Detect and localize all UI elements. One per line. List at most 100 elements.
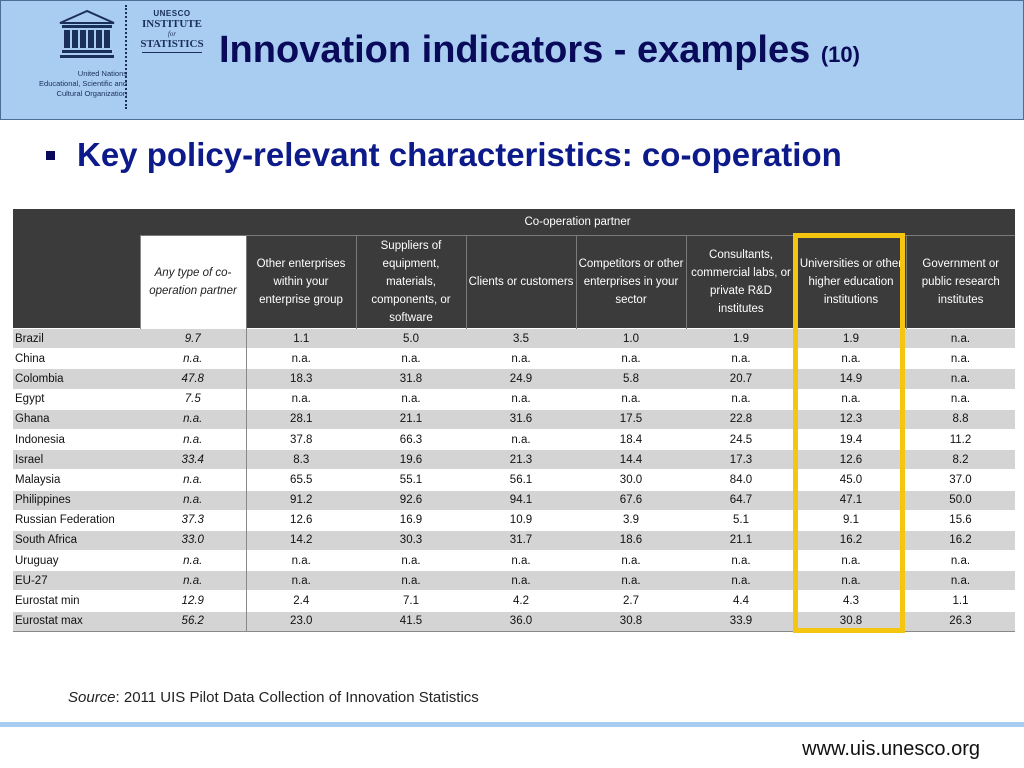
value-cell: 10.9 xyxy=(466,509,576,531)
org-line: Educational, Scientific and xyxy=(39,79,127,88)
value-cell: 31.7 xyxy=(466,529,576,551)
column-header: Government or public research institutes xyxy=(905,235,1015,329)
value-cell: 45.0 xyxy=(796,469,906,490)
value-cell: 30.8 xyxy=(796,610,906,632)
value-cell: 7.5 xyxy=(140,388,247,410)
value-cell: n.a. xyxy=(906,348,1015,369)
slide-header: United Nations Educational, Scientific a… xyxy=(0,0,1024,120)
value-cell: 1.1 xyxy=(246,327,356,349)
value-cell: 91.2 xyxy=(246,489,356,511)
country-cell: Eurostat min xyxy=(13,590,140,612)
table-row: Egypt 7.5 n.a. n.a. n.a. n.a. n.a. n.a. n.a. xyxy=(13,388,1015,410)
country-cell: Brazil xyxy=(13,327,140,349)
source-note: Source: 2011 UIS Pilot Data Collection o… xyxy=(68,689,479,706)
country-cell: China xyxy=(13,348,140,369)
value-cell: n.a. xyxy=(796,550,906,571)
value-cell: 18.6 xyxy=(576,529,686,551)
uis-logo: UNESCO INSTITUTE for STATISTICS xyxy=(137,9,207,53)
value-cell: 94.1 xyxy=(466,489,576,511)
value-cell: 66.3 xyxy=(356,428,466,450)
value-cell: n.a. xyxy=(576,388,686,410)
uis-logo-line: STATISTICS xyxy=(140,38,204,50)
value-cell: 21.1 xyxy=(686,529,796,551)
uis-logo-rule xyxy=(142,52,202,53)
value-cell: 16.2 xyxy=(906,529,1015,551)
group-header: Co-operation partner xyxy=(140,209,1015,236)
value-cell: 12.3 xyxy=(796,408,906,430)
table-body: Brazil 9.7 1.1 5.0 3.5 1.0 1.9 1.9 n.a. China n.a.… xyxy=(13,327,1015,632)
column-header: Consultants, commercial labs, or private… xyxy=(685,235,796,329)
source-text: : 2011 UIS Pilot Data Collection of Inno… xyxy=(115,689,479,706)
value-cell: 47.8 xyxy=(140,368,247,390)
value-cell: 2.4 xyxy=(246,590,356,612)
value-cell: 14.2 xyxy=(246,529,356,551)
value-cell: n.a. xyxy=(466,570,576,591)
value-cell: 2.7 xyxy=(576,590,686,612)
value-cell: 4.3 xyxy=(796,590,906,612)
country-cell: South Africa xyxy=(13,529,140,551)
country-cell: EU-27 xyxy=(13,570,140,591)
org-line: Cultural Organization xyxy=(56,89,127,98)
country-cell: Malaysia xyxy=(13,469,140,490)
value-cell: 56.1 xyxy=(466,469,576,490)
table-row: Malaysia n.a. 65.5 55.1 56.1 30.0 84.0 45.0 37.0 xyxy=(13,469,1015,490)
value-cell: 55.1 xyxy=(356,469,466,490)
value-cell: 8.2 xyxy=(906,449,1015,470)
value-cell: 18.4 xyxy=(576,428,686,450)
value-cell: 8.8 xyxy=(906,408,1015,430)
value-cell: n.a. xyxy=(140,469,247,490)
value-cell: 17.5 xyxy=(576,408,686,430)
value-cell: 30.3 xyxy=(356,529,466,551)
value-cell: n.a. xyxy=(796,348,906,369)
value-cell: n.a. xyxy=(906,550,1015,571)
value-cell: 19.6 xyxy=(356,449,466,470)
value-cell: 30.8 xyxy=(576,610,686,632)
title-number: (10) xyxy=(820,42,860,67)
value-cell: 64.7 xyxy=(686,489,796,511)
value-cell: 9.1 xyxy=(796,509,906,531)
value-cell: 65.5 xyxy=(246,469,356,490)
value-cell: 37.3 xyxy=(140,509,247,531)
value-cell: 41.5 xyxy=(356,610,466,632)
value-cell: 4.2 xyxy=(466,590,576,612)
unesco-logo: United Nations Educational, Scientific a… xyxy=(15,9,127,109)
value-cell: 5.8 xyxy=(576,368,686,390)
value-cell: n.a. xyxy=(796,388,906,410)
table-row: Israel 33.4 8.3 19.6 21.3 14.4 17.3 12.6 8.2 xyxy=(13,449,1015,470)
value-cell: 3.5 xyxy=(466,327,576,349)
value-cell: n.a. xyxy=(576,348,686,369)
value-cell: 33.4 xyxy=(140,449,247,470)
value-cell: 1.9 xyxy=(796,327,906,349)
footer-url: www.uis.unesco.org xyxy=(802,738,980,760)
value-cell: 24.5 xyxy=(686,428,796,450)
table-row: Uruguay n.a. n.a. n.a. n.a. n.a. n.a. n.a. n.a. xyxy=(13,550,1015,571)
table-row: South Africa 33.0 14.2 30.3 31.7 18.6 21.1 16.2… xyxy=(13,529,1015,551)
value-cell: n.a. xyxy=(686,570,796,591)
dotted-divider xyxy=(125,5,127,109)
table-row: Indonesia n.a. 37.8 66.3 n.a. 18.4 24.5 19.4 11.… xyxy=(13,428,1015,450)
column-header: Universities or other higher education i… xyxy=(795,235,906,329)
value-cell: n.a. xyxy=(140,550,247,571)
value-cell: 47.1 xyxy=(796,489,906,511)
country-cell: Russian Federation xyxy=(13,509,140,531)
value-cell: n.a. xyxy=(686,388,796,410)
value-cell: 14.9 xyxy=(796,368,906,390)
value-cell: n.a. xyxy=(576,570,686,591)
value-cell: 8.3 xyxy=(246,449,356,470)
value-cell: 16.2 xyxy=(796,529,906,551)
value-cell: 50.0 xyxy=(906,489,1015,511)
country-cell: Egypt xyxy=(13,388,140,410)
uis-logo-line: INSTITUTE xyxy=(142,18,202,30)
value-cell: 20.7 xyxy=(686,368,796,390)
value-cell: 21.3 xyxy=(466,449,576,470)
value-cell: n.a. xyxy=(466,348,576,369)
footer-bar xyxy=(0,722,1024,727)
value-cell: 19.4 xyxy=(796,428,906,450)
uis-logo-line: for xyxy=(167,30,177,38)
corner-cell xyxy=(13,209,140,236)
table-row: Russian Federation 37.3 12.6 16.9 10.9 3.9 5.1… xyxy=(13,509,1015,531)
value-cell: 15.6 xyxy=(906,509,1015,531)
column-header: Suppliers of equipment, materials, compo… xyxy=(355,235,466,329)
value-cell: n.a. xyxy=(686,550,796,571)
country-cell: Uruguay xyxy=(13,550,140,571)
